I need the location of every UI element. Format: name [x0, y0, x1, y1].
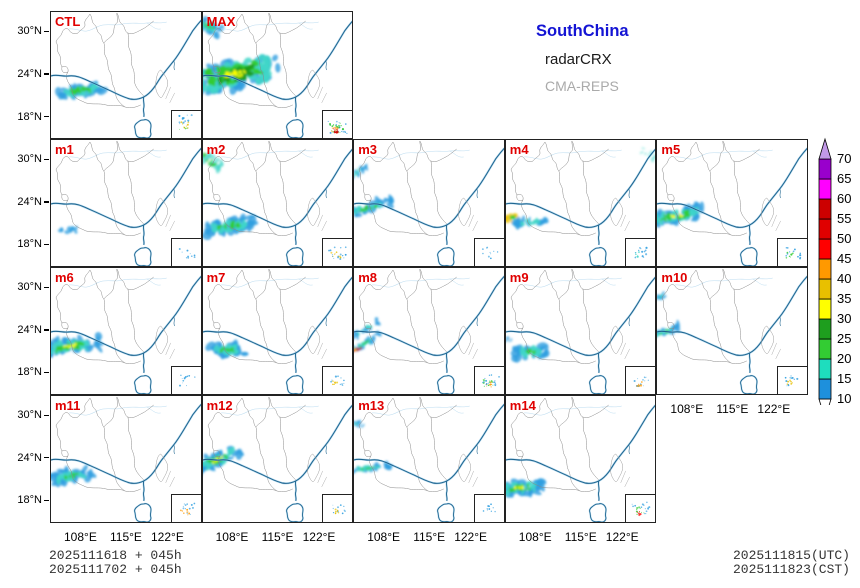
svg-text:25: 25	[837, 331, 851, 346]
svg-text:60: 60	[837, 191, 851, 206]
svg-text:65: 65	[837, 171, 851, 186]
svg-text:70: 70	[837, 151, 851, 166]
svg-text:15: 15	[837, 371, 851, 386]
svg-text:35: 35	[837, 291, 851, 306]
svg-text:50: 50	[837, 231, 851, 246]
svg-text:20: 20	[837, 351, 851, 366]
svg-text:10: 10	[837, 391, 851, 405]
svg-text:45: 45	[837, 251, 851, 266]
svg-text:30: 30	[837, 311, 851, 326]
svg-text:55: 55	[837, 211, 851, 226]
svg-text:40: 40	[837, 271, 851, 286]
